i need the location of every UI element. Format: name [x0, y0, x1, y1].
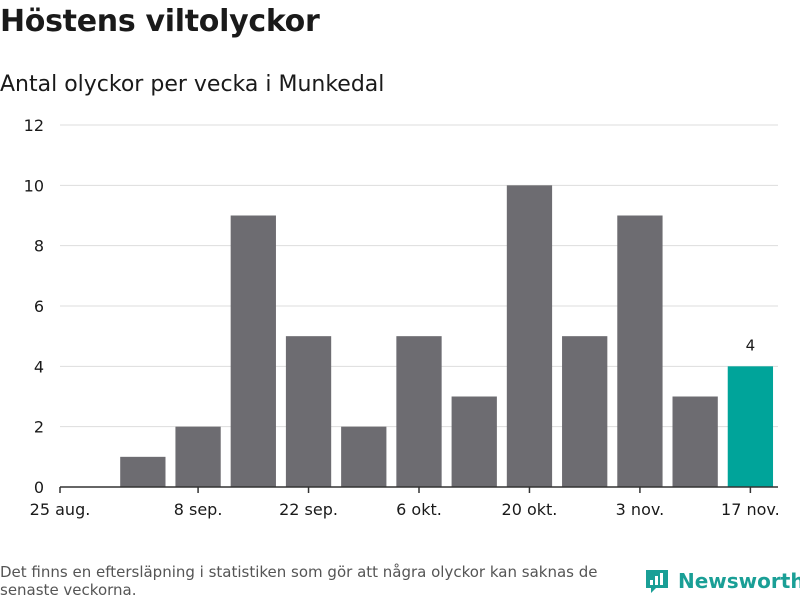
x-tick-label: 3 nov.	[616, 500, 665, 519]
footnote: Det finns en eftersläpning i statistiken…	[0, 563, 598, 599]
bar[interactable]	[120, 456, 166, 487]
x-tick-label: 22 sep.	[279, 500, 338, 519]
brand-name: Newsworthy	[678, 569, 800, 593]
x-tick-label: 20 okt.	[502, 500, 558, 519]
chart-title: Höstens viltolyckor	[0, 4, 320, 39]
y-tick-label: 8	[34, 237, 44, 256]
bar[interactable]	[672, 396, 718, 488]
bar[interactable]	[506, 185, 553, 487]
bar[interactable]	[396, 336, 442, 487]
y-tick-label: 12	[24, 116, 44, 135]
bar-chart: 0 2 4 6 8 10 12 25 aug. 8 sep. 22 sep. 6 okt. 20 ok…	[24, 116, 780, 519]
labels: 0 2 4 6 8 10 12 25 aug. 8 sep. 22 sep. 6 okt. 20 ok…	[24, 116, 780, 519]
y-tick-label: 6	[34, 297, 44, 316]
bar[interactable]	[617, 215, 663, 488]
chart-subtitle: Antal olyckor per vecka i Munkedal	[0, 72, 385, 97]
bar[interactable]	[230, 215, 276, 488]
data-label: 4	[746, 336, 756, 354]
bar-highlighted[interactable]	[727, 366, 774, 487]
x-tick-label: 8 sep.	[174, 500, 223, 519]
newsworthy-logo-icon	[646, 570, 668, 593]
y-tick-label: 10	[24, 176, 44, 195]
bar[interactable]	[562, 336, 608, 487]
x-tick-label: 25 aug.	[30, 500, 91, 519]
x-tick-label: 6 okt.	[396, 500, 442, 519]
y-tick-label: 0	[34, 478, 44, 497]
y-tick-label: 2	[34, 418, 44, 437]
brand[interactable]: Newsworthy	[644, 568, 800, 594]
bar[interactable]	[451, 396, 497, 488]
bars	[120, 185, 774, 488]
y-tick-label: 4	[34, 357, 44, 376]
bar[interactable]	[341, 426, 387, 487]
x-tick-label: 17 nov.	[721, 500, 780, 519]
bar[interactable]	[175, 426, 221, 487]
bar[interactable]	[285, 336, 332, 487]
x-axis	[59, 486, 778, 493]
